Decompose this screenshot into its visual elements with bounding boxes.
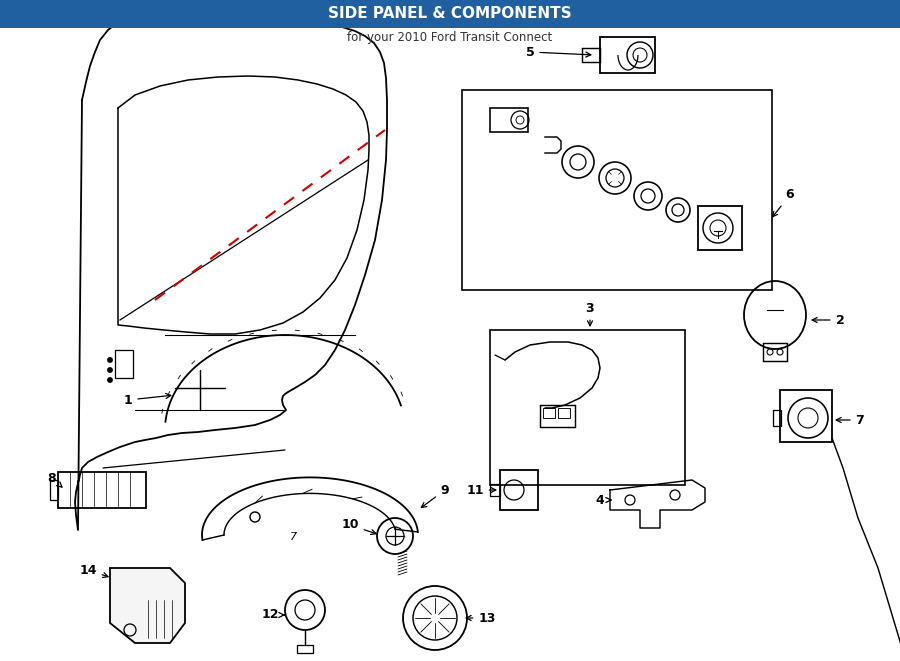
Text: 4: 4: [596, 494, 611, 506]
Circle shape: [108, 378, 112, 382]
Text: SIDE PANEL & COMPONENTS: SIDE PANEL & COMPONENTS: [328, 7, 572, 22]
Bar: [297, 645, 313, 653]
Text: 7: 7: [836, 414, 864, 426]
Bar: [50, 480, 58, 500]
Bar: [490, 330, 685, 485]
Text: 6: 6: [772, 188, 795, 217]
Text: 14: 14: [79, 563, 108, 578]
Text: 9: 9: [421, 483, 449, 508]
Bar: [773, 410, 781, 426]
Text: 12: 12: [261, 609, 284, 621]
Polygon shape: [110, 568, 185, 643]
Bar: [0, 0, 900, 28]
Circle shape: [108, 358, 112, 362]
Text: 2: 2: [812, 313, 844, 327]
Bar: [558, 408, 570, 418]
Bar: [540, 405, 575, 427]
Bar: [698, 206, 742, 250]
Bar: [58, 472, 146, 508]
Bar: [500, 470, 538, 510]
Text: for your 2010 Ford Transit Connect: for your 2010 Ford Transit Connect: [347, 32, 553, 44]
Bar: [543, 408, 555, 418]
Text: 10: 10: [341, 518, 376, 535]
Text: 13: 13: [466, 611, 496, 625]
Text: 3: 3: [586, 301, 594, 326]
Bar: [490, 108, 528, 132]
Bar: [115, 350, 133, 378]
Bar: [462, 90, 772, 290]
Bar: [600, 37, 655, 73]
Text: 1: 1: [123, 393, 171, 407]
Bar: [780, 390, 832, 442]
Text: 7: 7: [290, 532, 297, 542]
Circle shape: [108, 368, 112, 372]
Bar: [763, 343, 787, 361]
Bar: [582, 48, 600, 62]
Text: 11: 11: [466, 483, 496, 496]
Text: 8: 8: [48, 471, 62, 487]
Bar: [490, 484, 500, 496]
Text: 5: 5: [526, 46, 590, 59]
